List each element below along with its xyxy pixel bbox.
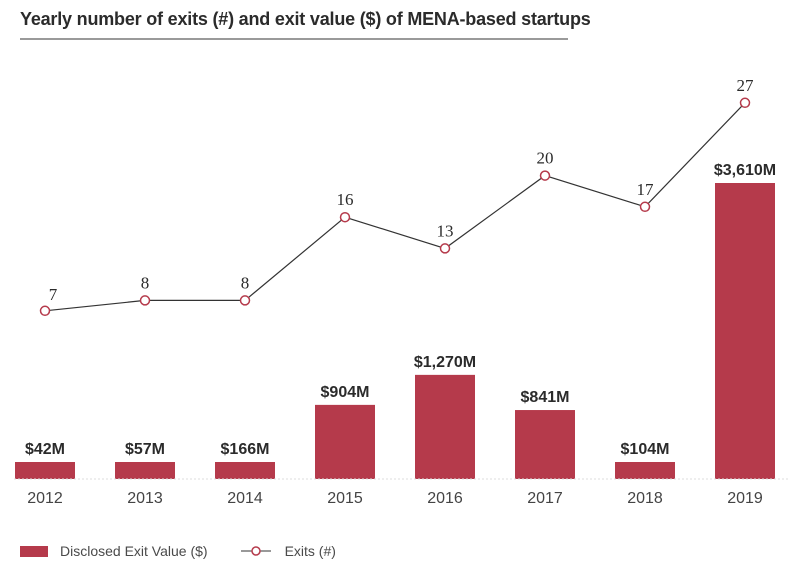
- legend-item-bars: Disclosed Exit Value ($): [20, 543, 208, 559]
- exits-point-2012: [39, 305, 51, 317]
- bars-layer: [15, 183, 775, 479]
- bar-value-label: $841M: [521, 389, 570, 406]
- legend-bar-swatch: [20, 545, 48, 557]
- bar-value-label: $3,610M: [714, 162, 776, 179]
- bar-2016: [415, 374, 475, 479]
- x-tick-2013: 2013: [127, 490, 163, 507]
- exits-point-2017: [539, 170, 551, 181]
- bar-value-label: $166M: [221, 441, 270, 458]
- bar-value-label: $904M: [321, 384, 370, 401]
- exits-line: [44, 102, 746, 312]
- x-tick-2015: 2015: [327, 490, 363, 507]
- title-underline: [20, 38, 568, 40]
- exits-value-label: 8: [141, 273, 150, 292]
- x-tick-2012: 2012: [27, 490, 63, 507]
- exits-value-label: 27: [737, 76, 755, 95]
- line-marker-icon: [240, 546, 271, 556]
- bar-2014: [215, 462, 275, 479]
- bar-2012: [15, 462, 75, 479]
- chart-title: Yearly number of exits (#) and exit valu…: [20, 9, 591, 29]
- bar-2019: [715, 183, 775, 479]
- x-tick-2018: 2018: [627, 490, 663, 507]
- legend-item-line: Exits (#): [208, 543, 336, 559]
- exits-value-label: 17: [637, 180, 655, 199]
- x-tick-labels: 2012 2013 2014 2015 2016 2017 2018 2019: [27, 490, 763, 507]
- exits-value-label: 7: [49, 285, 58, 304]
- exits-point-2014: [239, 295, 251, 306]
- exits-value-label: 16: [337, 190, 354, 209]
- legend-line-label: Exits (#): [284, 543, 336, 559]
- x-tick-2014: 2014: [227, 490, 263, 507]
- exits-point-2015: [339, 211, 351, 223]
- exits-point-2019: [739, 97, 751, 109]
- bar-2015: [315, 404, 375, 479]
- bar-2017: [515, 410, 575, 479]
- bar-value-label: $57M: [125, 441, 165, 458]
- line-layer: [39, 97, 751, 317]
- x-tick-2016: 2016: [427, 490, 463, 507]
- bar-labels-layer: $42M $57M $166M $904M $1,270M $841M $104M $3,61…: [25, 162, 776, 458]
- x-tick-2017: 2017: [527, 490, 563, 507]
- legend: Disclosed Exit Value ($) Exits (#): [20, 541, 336, 561]
- exits-value-label: 20: [537, 149, 554, 168]
- legend-bars-label: Disclosed Exit Value ($): [60, 543, 208, 559]
- bar-value-label: $104M: [621, 441, 670, 458]
- bar-2018: [615, 462, 675, 479]
- line-labels-layer: 7 8 8 16 13 20 17 27: [49, 76, 754, 304]
- exits-value-label: 13: [437, 221, 454, 240]
- bar-value-label: $42M: [25, 441, 65, 458]
- bar-2013: [115, 462, 175, 479]
- exits-point-2016: [439, 243, 451, 254]
- exits-point-2013: [139, 295, 151, 306]
- exits-point-2018: [639, 201, 651, 213]
- bar-value-label: $1,270M: [414, 354, 476, 371]
- x-tick-2019: 2019: [727, 490, 763, 507]
- exits-value-label: 8: [241, 273, 250, 292]
